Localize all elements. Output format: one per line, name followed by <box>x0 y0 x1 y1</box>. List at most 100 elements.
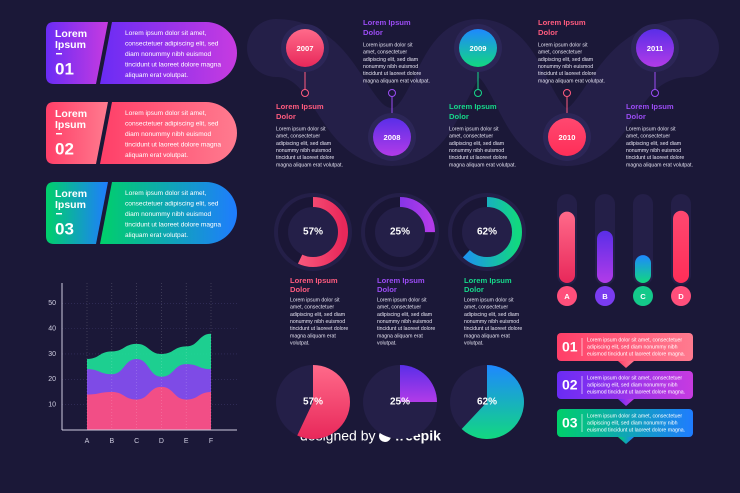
pin-dot <box>474 89 482 97</box>
timeline-label: Lorem Ipsum <box>538 18 586 27</box>
list-number: 01 <box>562 339 578 355</box>
timeline-label: Dolor <box>538 28 558 37</box>
pie-label: 57% <box>303 397 323 408</box>
pie-slice <box>297 365 350 440</box>
card-text: consectetuer adipiscing elit, sed <box>125 200 219 207</box>
timeline-text: amet, consectetuer <box>449 134 493 140</box>
bar-dot <box>557 286 577 306</box>
donut-text: amet, consectetuer <box>290 305 334 311</box>
card-title: Ipsum <box>55 199 86 211</box>
card-title: Lorem <box>55 188 87 200</box>
card-tab <box>46 182 108 244</box>
card-tab <box>46 22 108 84</box>
card-text: tincidunt ut laoreet dolore magna <box>125 61 221 68</box>
bar-dot <box>671 286 691 306</box>
donut-arc <box>365 197 435 267</box>
list-text: Lorem ipsum dolor sit amet, consectetuer <box>587 375 682 381</box>
timeline-text: magna aliquam erat volutpat. <box>449 162 516 168</box>
pie-slice <box>461 365 524 439</box>
timeline-text: nonummy nibh euismod <box>538 64 593 70</box>
timeline-label: Lorem Ipsum <box>363 18 411 27</box>
x-tick-label: C <box>134 438 139 445</box>
list-text: adipiscing elit, sed diam nonummy nibh <box>587 344 678 350</box>
y-tick-label: 30 <box>48 351 56 358</box>
card-dash <box>56 213 62 215</box>
y-tick-label: 50 <box>48 300 56 307</box>
pin-dot <box>563 89 571 97</box>
donut-title: Dolor <box>377 285 397 294</box>
card-text: diam nonummy nibh euismod <box>125 51 211 58</box>
card-text: tincidunt ut laoreet dolore magna <box>125 221 221 228</box>
card-dash <box>56 133 62 135</box>
card-text: Lorem ipsum dolor sit amet, <box>125 30 207 37</box>
y-tick-label: 10 <box>48 401 56 408</box>
donut-text: tincidunt ut laoreet dolore <box>290 326 348 332</box>
bar <box>597 230 613 283</box>
timeline-text: amet, consectetuer <box>538 50 582 56</box>
donut-text: magna aliquam erat <box>377 333 423 339</box>
card-text: aliquam erat volutpat. <box>125 152 188 159</box>
card-body <box>100 102 237 164</box>
list-box <box>557 371 693 399</box>
donut-text: tincidunt ut laoreet dolore <box>464 326 522 332</box>
timeline-text: tincidunt ut laoreet dolore <box>276 155 334 161</box>
list-box <box>557 409 693 437</box>
timeline-text: magna aliquam erat volutpat. <box>363 78 430 84</box>
timeline-text: nonummy nibh euismod <box>276 148 331 154</box>
donut-text: Lorem ipsum dolor sit <box>290 297 340 303</box>
card-text: tincidunt ut laoreet dolore magna <box>125 141 221 148</box>
pin-dot <box>651 89 659 97</box>
timeline-text: adipiscing elit, sed diam <box>449 141 504 147</box>
list-number: 03 <box>562 415 578 431</box>
timeline-text: amet, consectetuer <box>363 50 407 56</box>
year-circle <box>373 118 411 156</box>
timeline-text: nonummy nibh euismod <box>626 148 681 154</box>
bar-label: A <box>564 292 570 301</box>
timeline-text: adipiscing elit, sed diam <box>276 141 331 147</box>
card-title: Ipsum <box>55 39 86 51</box>
card-text: diam nonummy nibh euismod <box>125 131 211 138</box>
list-text: adipiscing elit, sed diam nonummy nibh <box>587 382 678 388</box>
year-circle <box>286 29 324 67</box>
timeline-text: magna aliquam erat volutpat. <box>276 162 343 168</box>
card-body <box>100 22 237 84</box>
donut-text: nonummy nibh euismod <box>290 319 345 325</box>
donut-title: Lorem Ipsum <box>377 276 425 285</box>
timeline-text: tincidunt ut laoreet dolore <box>626 155 684 161</box>
donut-text: Lorem ipsum dolor sit <box>464 297 514 303</box>
card-text: diam nonummy nibh euismod <box>125 211 211 218</box>
card-text: aliquam erat volutpat. <box>125 72 188 79</box>
year: 2007 <box>297 44 314 53</box>
timeline-text: nonummy nibh euismod <box>449 148 504 154</box>
timeline-text: tincidunt ut laoreet dolore <box>363 71 421 77</box>
card-text: Lorem ipsum dolor sit amet, <box>125 190 207 197</box>
list-text: Lorem ipsum dolor sit amet, consectetuer <box>587 413 682 419</box>
year-circle <box>548 118 586 156</box>
list-pointer <box>618 361 634 368</box>
timeline-text: Lorem ipsum dolor sit <box>626 126 676 132</box>
donut-text: Lorem ipsum dolor sit <box>377 297 427 303</box>
donut-text: volutpat. <box>290 341 310 347</box>
timeline-text: magna aliquam erat volutpat. <box>538 78 605 84</box>
timeline-text: amet, consectetuer <box>276 134 320 140</box>
card-number: 03 <box>55 219 74 238</box>
timeline-text: amet, consectetuer <box>626 134 670 140</box>
area <box>87 386 211 430</box>
card-dash <box>56 53 62 55</box>
donut-text: magna aliquam erat <box>464 333 510 339</box>
list-text: euismod tincidunt ut laoreet dolore magn… <box>587 351 685 357</box>
timeline-label: Dolor <box>363 28 383 37</box>
donut-label: 25% <box>390 227 410 238</box>
year: 2010 <box>559 133 576 142</box>
timeline-label: Lorem Ipsum <box>276 102 324 111</box>
card-text: aliquam erat volutpat. <box>125 232 188 239</box>
list-text: euismod tincidunt ut laoreet dolore magn… <box>587 427 685 433</box>
list-text: adipiscing elit, sed diam nonummy nibh <box>587 420 678 426</box>
timeline-label: Lorem Ipsum <box>449 102 497 111</box>
bar-dot <box>633 286 653 306</box>
timeline-text: adipiscing elit, sed diam <box>626 141 681 147</box>
card-title: Ipsum <box>55 119 86 131</box>
timeline-label: Dolor <box>626 112 646 121</box>
donut-title: Dolor <box>464 285 484 294</box>
